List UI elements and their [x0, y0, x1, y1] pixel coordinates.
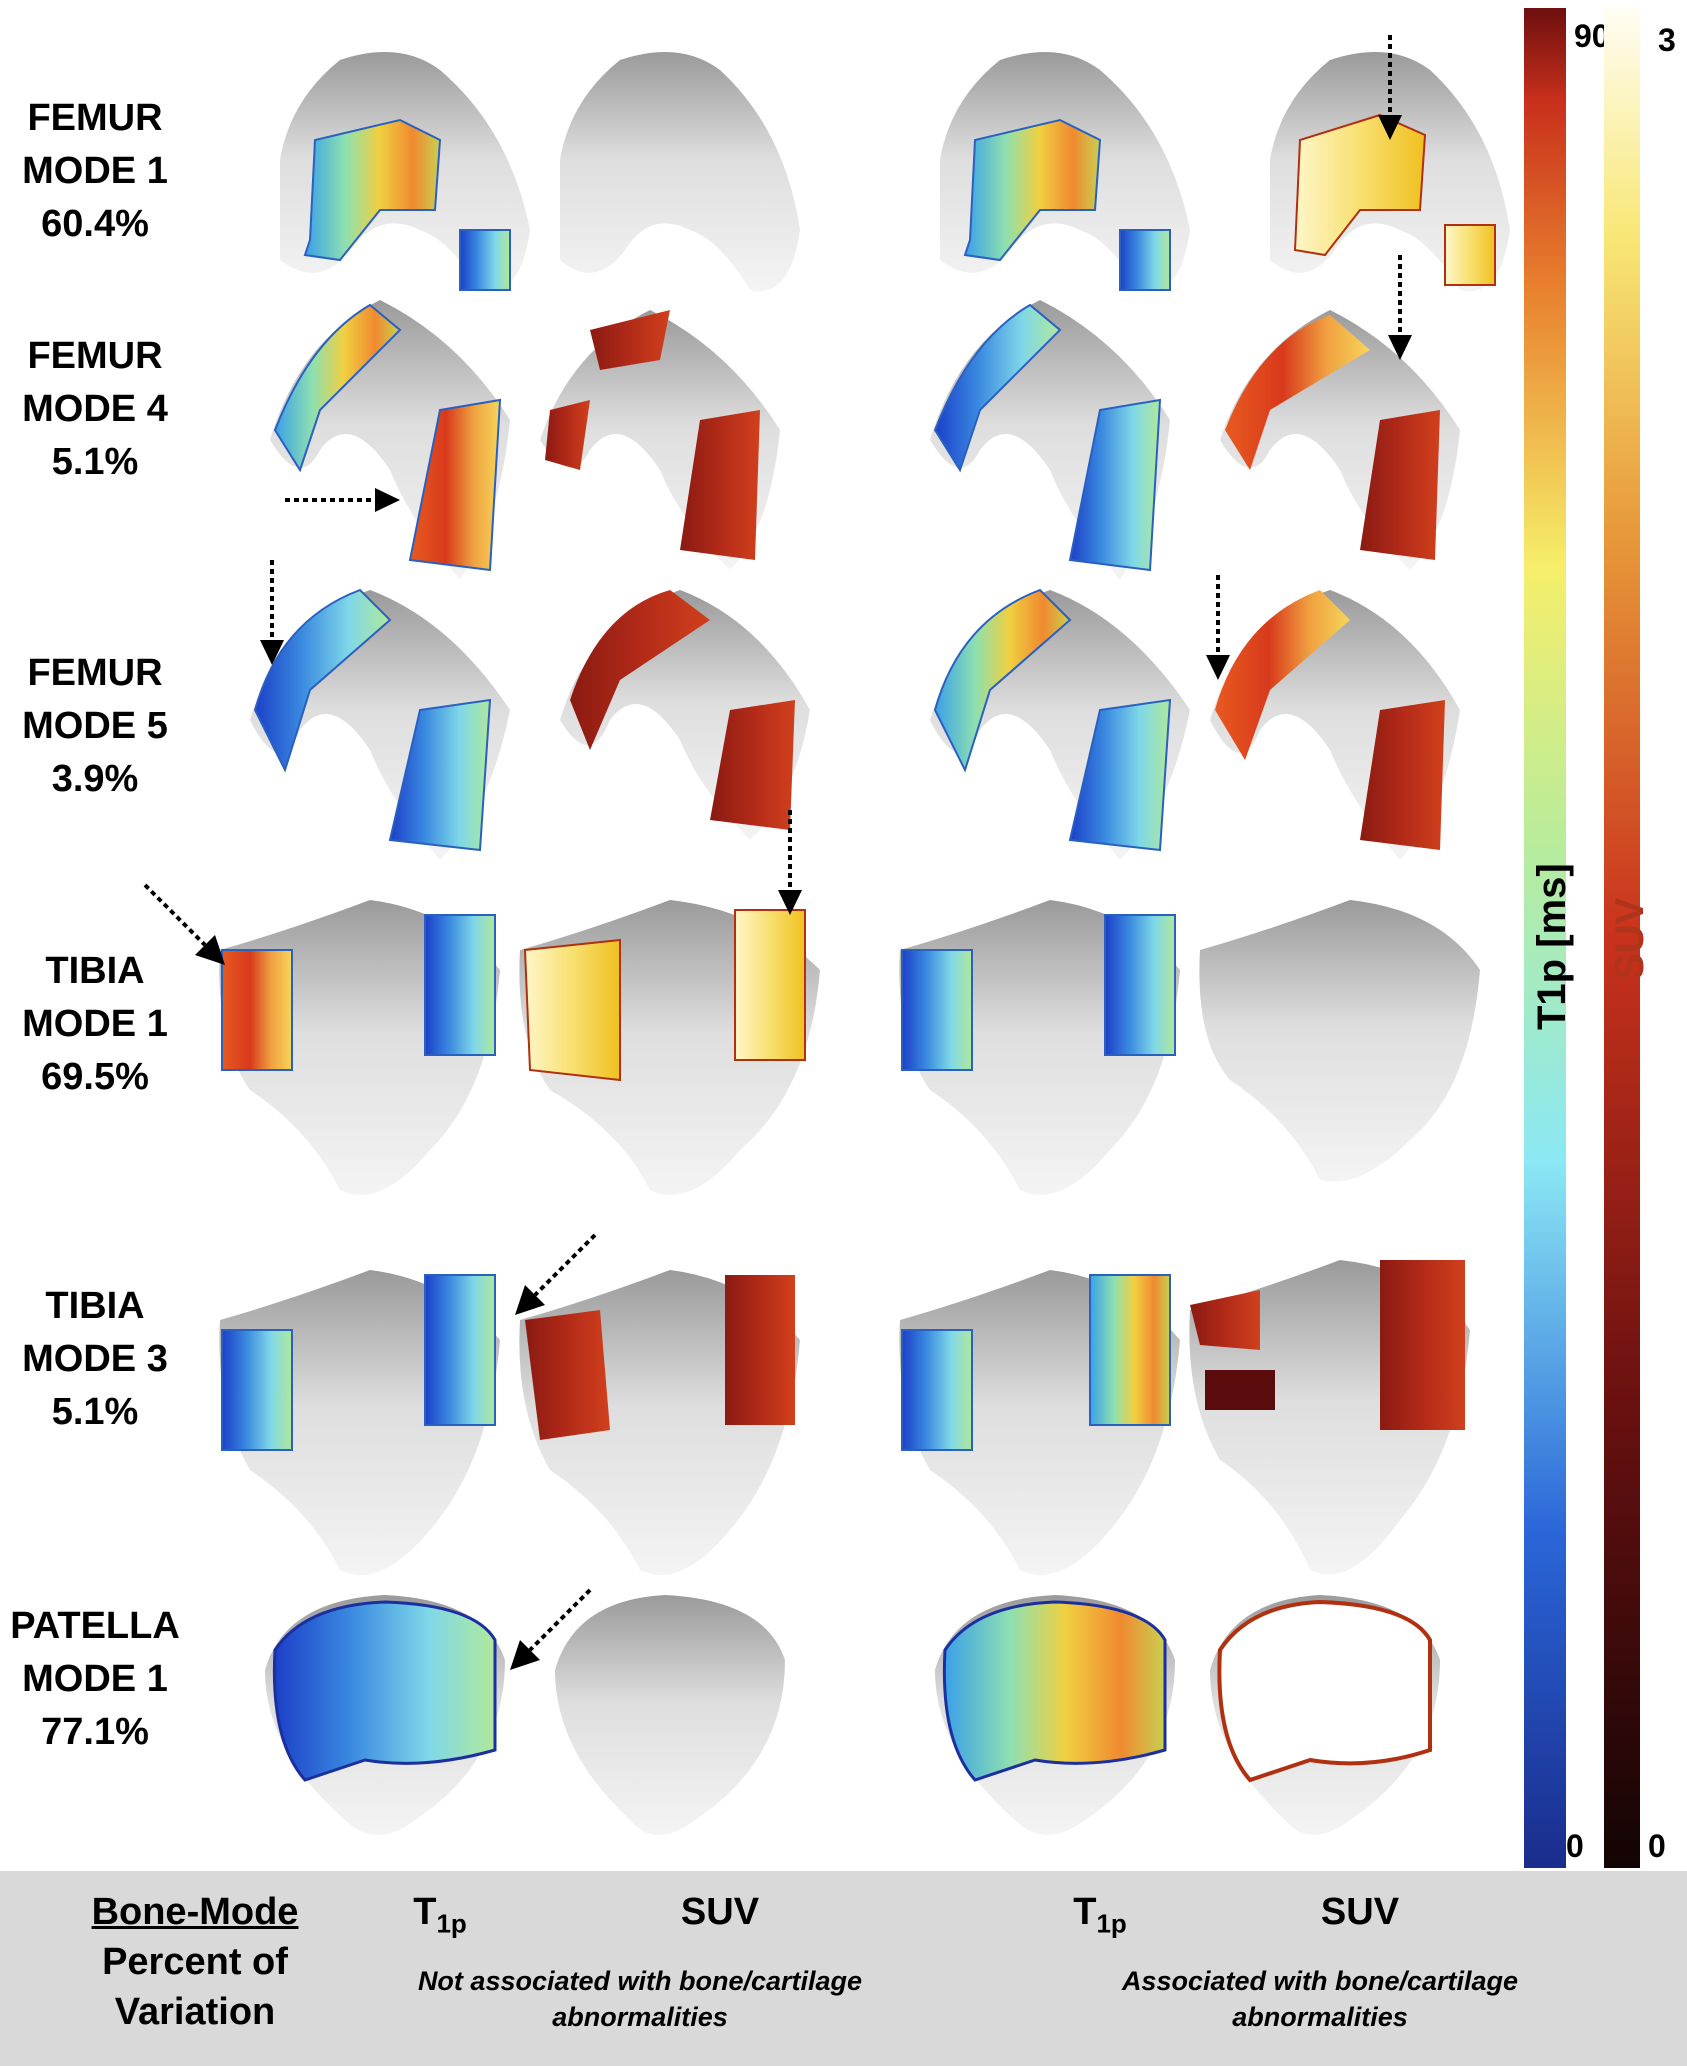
row-label-tibia-mode3: TIBIA MODE 3 5.1% [0, 1280, 190, 1439]
femur-mode5-suv-assoc [1200, 580, 1470, 870]
row-label-tibia-mode1: TIBIA MODE 1 69.5% [0, 945, 190, 1104]
arrow-femur-mode4-t1p [285, 488, 400, 512]
arrow-femur-mode1-suv [1378, 35, 1402, 140]
tibia-mode3-t1p-normal [210, 1260, 510, 1590]
bone-name: TIBIA [45, 1285, 145, 1327]
femur-mode1-t1p-normal [260, 40, 540, 300]
suv-colorbar [1604, 8, 1640, 1868]
femur-mode4-t1p-assoc [920, 300, 1180, 590]
tibia-mode3-suv-assoc [1180, 1250, 1480, 1590]
tibia-mode3-suv-normal [510, 1260, 810, 1590]
percent-variation: 5.1% [51, 441, 139, 483]
percent-variation: 3.9% [51, 758, 139, 800]
t1p-colorbar-min: 0 [1566, 1828, 1584, 1864]
bone-name: PATELLA [10, 1605, 180, 1647]
footer-legend: Bone-Mode Percent of Variation T1p SUV N… [0, 1871, 1687, 2066]
mode-name: MODE 1 [22, 1658, 168, 1700]
percent-of-heading: Percent of [102, 1941, 288, 1983]
mode-name: MODE 3 [22, 1338, 168, 1380]
mode-name: MODE 1 [22, 150, 168, 192]
mode-name: MODE 1 [22, 1003, 168, 1045]
t1p-colorbar [1524, 8, 1566, 1868]
mode-name: MODE 4 [22, 388, 168, 430]
row-label-patella-mode1: PATELLA MODE 1 77.1% [0, 1600, 190, 1759]
bone-mode-heading: Bone-Mode [91, 1891, 299, 1933]
arrow-femur-mode4-suv [1388, 255, 1412, 360]
patella-mode1-t1p-normal [245, 1590, 515, 1850]
col-suv-associated: SUV [1320, 1891, 1400, 1933]
percent-variation: 5.1% [51, 1391, 139, 1433]
group-not-associated-line1: Not associated with bone/cartilage [417, 1966, 863, 1996]
percent-variation: 69.5% [41, 1056, 149, 1098]
t1p-colorbar-max: 90 [1574, 18, 1610, 54]
group-not-associated-line2: abnormalities [552, 2002, 728, 2032]
arrow-femur-mode5-suv [1206, 575, 1230, 680]
arrow-femur-mode5-t1p [260, 560, 284, 665]
femur-mode5-t1p-assoc [920, 580, 1200, 870]
variation-heading: Variation [114, 1991, 276, 2033]
femur-mode4-t1p-normal [260, 300, 520, 590]
femur-mode1-suv-assoc [1250, 40, 1520, 300]
group-associated-line2: abnormalities [1232, 2002, 1408, 2032]
t1p-colorbar-title: T1p [ms] [1530, 863, 1574, 1030]
arrow-tibia-mode3-t1p [515, 1233, 597, 1315]
arrow-tibia-mode1-t1p [143, 883, 225, 965]
tibia-mode1-suv-normal [510, 890, 830, 1210]
t1p-main: T [413, 1891, 437, 1933]
mode-name: MODE 5 [22, 705, 168, 747]
bone-name: FEMUR [27, 335, 163, 377]
femur-mode5-suv-normal [550, 580, 820, 850]
femur-mode4-suv-normal [530, 310, 790, 580]
bone-name: TIBIA [45, 950, 145, 992]
arrow-tibia-mode1-suv [778, 810, 802, 915]
arrow-patella-mode1-t1p [510, 1588, 592, 1670]
t1p-sub: 1p [436, 1908, 467, 1939]
row-label-femur-mode4: FEMUR MODE 4 5.1% [0, 330, 190, 489]
group-associated-line1: Associated with bone/cartilage [1121, 1966, 1519, 1996]
bone-name: FEMUR [27, 652, 163, 694]
percent-variation: 60.4% [41, 203, 149, 245]
tibia-mode3-t1p-assoc [890, 1260, 1190, 1590]
tibia-mode1-t1p-assoc [890, 890, 1190, 1210]
patella-mode1-suv-normal [535, 1590, 795, 1850]
row-label-femur-mode5: FEMUR MODE 5 3.9% [0, 647, 190, 806]
suv-colorbar-min: 0 [1648, 1828, 1666, 1864]
percent-variation: 77.1% [41, 1711, 149, 1753]
suv-colorbar-max: 3 [1658, 22, 1676, 58]
t1p-main: T [1073, 1891, 1097, 1933]
bone-name: FEMUR [27, 97, 163, 139]
femur-mode4-suv-assoc [1210, 310, 1470, 580]
row-label-femur-mode1: FEMUR MODE 1 60.4% [0, 92, 190, 251]
col-t1p-associated: T1p [1040, 1891, 1160, 1940]
t1p-sub: 1p [1096, 1908, 1127, 1939]
femur-mode5-t1p-normal [240, 580, 520, 870]
femur-mode1-suv-normal [540, 40, 810, 300]
col-suv-not-associated: SUV [680, 1891, 760, 1933]
suv-colorbar-title: SUV [1608, 897, 1652, 980]
patella-mode1-suv-assoc [1190, 1590, 1450, 1850]
femur-mode1-t1p-assoc [920, 40, 1200, 300]
patella-mode1-t1p-assoc [915, 1590, 1185, 1850]
col-t1p-not-associated: T1p [380, 1891, 500, 1940]
tibia-mode1-suv-assoc [1190, 890, 1490, 1190]
tibia-mode1-t1p-normal [210, 890, 510, 1210]
